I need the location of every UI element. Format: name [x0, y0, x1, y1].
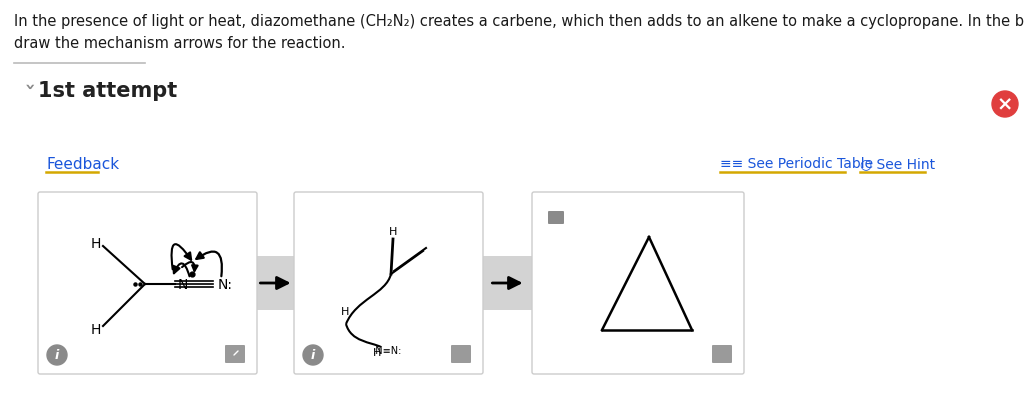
- Text: :N≡N:: :N≡N:: [374, 345, 402, 355]
- Text: H: H: [91, 237, 101, 250]
- Bar: [255, 257, 296, 310]
- Text: N:: N:: [218, 277, 233, 291]
- FancyBboxPatch shape: [294, 192, 483, 374]
- Text: i: i: [311, 348, 315, 362]
- FancyArrowPatch shape: [173, 264, 189, 277]
- Text: In the presence of light or heat, diazomethane (CH₂N₂) creates a carbene, which : In the presence of light or heat, diazom…: [14, 14, 1024, 29]
- Text: ○ See Hint: ○ See Hint: [860, 157, 935, 170]
- Text: H: H: [389, 227, 397, 237]
- Text: H: H: [373, 347, 381, 357]
- FancyArrowPatch shape: [182, 262, 198, 271]
- FancyBboxPatch shape: [225, 345, 245, 363]
- Text: H: H: [341, 306, 349, 316]
- Text: ×: ×: [996, 95, 1013, 114]
- FancyArrowPatch shape: [197, 252, 222, 277]
- Circle shape: [303, 345, 323, 365]
- FancyBboxPatch shape: [38, 192, 257, 374]
- Text: H: H: [91, 322, 101, 336]
- Text: ≡≡ See Periodic Table: ≡≡ See Periodic Table: [720, 157, 873, 170]
- Bar: [481, 257, 534, 310]
- FancyBboxPatch shape: [451, 345, 471, 363]
- Text: Feedback: Feedback: [46, 157, 119, 172]
- Circle shape: [992, 92, 1018, 118]
- Text: N: N: [178, 277, 188, 291]
- FancyBboxPatch shape: [532, 192, 744, 374]
- Circle shape: [47, 345, 67, 365]
- FancyBboxPatch shape: [548, 211, 564, 225]
- FancyBboxPatch shape: [712, 345, 732, 363]
- Text: ›: ›: [18, 83, 36, 90]
- Text: 1st attempt: 1st attempt: [38, 81, 177, 101]
- FancyArrowPatch shape: [172, 245, 191, 269]
- Text: i: i: [55, 348, 59, 362]
- Text: draw the mechanism arrows for the reaction.: draw the mechanism arrows for the reacti…: [14, 36, 345, 51]
